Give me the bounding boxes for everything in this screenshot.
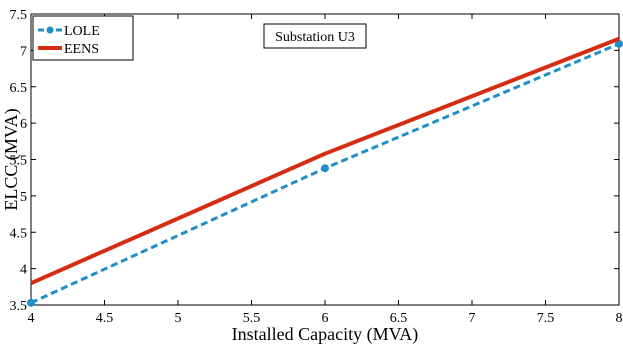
data-point-lole (27, 298, 35, 307)
legend: LOLE EENS (32, 15, 134, 61)
x-axis-title: Installed Capacity (MVA) (232, 324, 419, 345)
data-point-lole (321, 164, 329, 173)
x-tick-label: 5.5 (243, 311, 261, 326)
annotation-box: Substation U3 (263, 23, 367, 49)
x-tick-label: 4.5 (96, 311, 114, 326)
y-tick-label: 3.5 (10, 299, 28, 314)
legend-label-lole: LOLE (64, 24, 100, 39)
series-layer (27, 36, 623, 307)
y-tick-label: 4 (20, 263, 27, 278)
x-tick-label: 6.5 (390, 311, 408, 326)
x-tick-label: 5 (175, 311, 182, 326)
legend-label-eens: EENS (64, 42, 99, 57)
y-tick-label: 4.5 (10, 226, 28, 241)
x-axis-ticks: 4 4.5 5 5.5 6 6.5 7 7.5 8 (28, 14, 623, 326)
x-tick-label: 7.5 (537, 311, 555, 326)
y-tick-label: 7.5 (10, 8, 28, 23)
y-tick-label: 6 (20, 117, 27, 132)
legend-marker-lole (46, 26, 54, 34)
y-tick-label: 5 (20, 190, 27, 205)
y-tick-label: 6.5 (10, 81, 28, 96)
annotation-text: Substation U3 (275, 30, 355, 45)
y-axis-ticks: 3.5 4 4.5 5 5.5 6 6.5 7 7.5 (10, 8, 619, 314)
x-tick-label: 8 (616, 311, 623, 326)
y-tick-label: 7 (20, 44, 27, 59)
plot-area (30, 13, 620, 306)
y-axis-title: ELCC (MVA) (1, 108, 22, 210)
x-tick-label: 6 (322, 311, 329, 326)
x-tick-label: 7 (469, 311, 476, 326)
x-tick-label: 4 (28, 311, 35, 326)
series-line-eens (30, 36, 620, 286)
y-tick-label: 5.5 (10, 154, 28, 169)
